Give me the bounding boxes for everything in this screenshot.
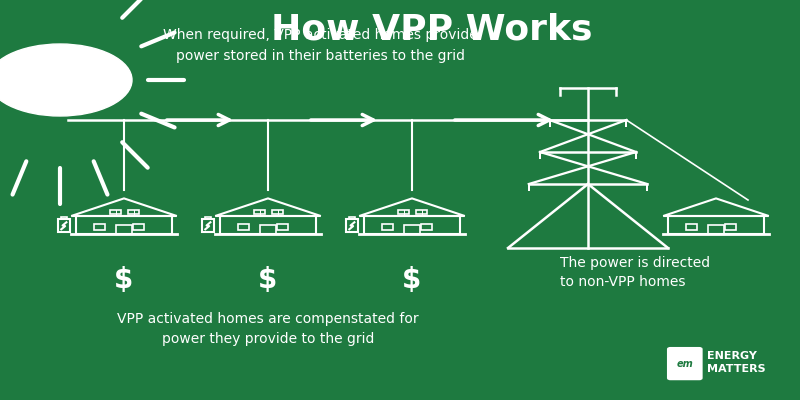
Text: em: em bbox=[677, 358, 693, 369]
Bar bbox=[382, 224, 393, 230]
Bar bbox=[364, 216, 460, 234]
Text: How VPP Works: How VPP Works bbox=[271, 12, 593, 46]
Text: VPP activated homes are compenstated for
power they provide to the grid: VPP activated homes are compenstated for… bbox=[117, 312, 419, 346]
Bar bbox=[272, 210, 283, 214]
Bar bbox=[76, 216, 172, 234]
Bar bbox=[128, 210, 139, 214]
Bar bbox=[94, 224, 105, 230]
Text: MATTERS: MATTERS bbox=[707, 364, 766, 374]
Bar bbox=[346, 218, 358, 232]
Bar bbox=[61, 217, 66, 218]
Bar bbox=[133, 224, 143, 230]
Bar bbox=[349, 217, 354, 218]
Bar bbox=[238, 224, 249, 230]
Bar bbox=[686, 224, 697, 230]
Bar bbox=[404, 225, 420, 234]
Bar bbox=[205, 217, 210, 218]
Bar bbox=[277, 224, 287, 230]
Circle shape bbox=[0, 44, 132, 116]
Bar bbox=[398, 210, 410, 214]
FancyBboxPatch shape bbox=[668, 348, 702, 379]
Text: $: $ bbox=[258, 266, 278, 294]
Text: When required, VPP activated homes provide
power stored in their batteries to th: When required, VPP activated homes provi… bbox=[162, 28, 478, 63]
Bar bbox=[668, 216, 764, 234]
Bar bbox=[58, 218, 70, 232]
Text: $: $ bbox=[402, 266, 422, 294]
Bar bbox=[260, 225, 276, 234]
Bar bbox=[116, 225, 132, 234]
Bar bbox=[708, 225, 724, 234]
Bar bbox=[416, 210, 427, 214]
Text: $: $ bbox=[114, 266, 134, 294]
Bar bbox=[254, 210, 266, 214]
Bar bbox=[421, 224, 431, 230]
Text: The power is directed
to non-VPP homes: The power is directed to non-VPP homes bbox=[560, 256, 710, 290]
Bar bbox=[220, 216, 316, 234]
Bar bbox=[725, 224, 735, 230]
Text: ENERGY: ENERGY bbox=[707, 351, 757, 362]
Bar bbox=[202, 218, 214, 232]
Bar bbox=[110, 210, 122, 214]
